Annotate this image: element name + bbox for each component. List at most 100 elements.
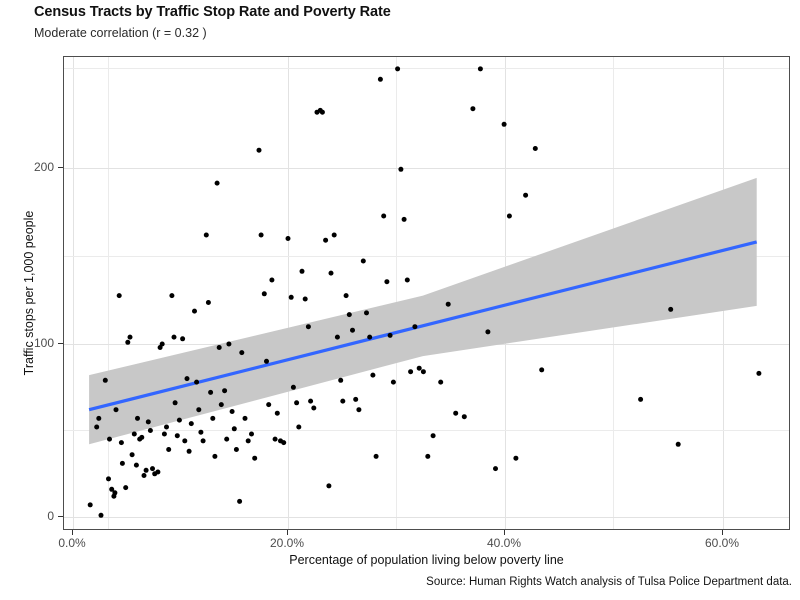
gridline-horizontal-minor bbox=[64, 256, 789, 257]
scatter-point bbox=[176, 417, 182, 423]
scatter-point bbox=[139, 434, 145, 440]
scatter-point bbox=[258, 232, 264, 238]
y-tick-mark bbox=[58, 167, 63, 168]
scatter-point bbox=[285, 236, 291, 241]
scatter-point bbox=[113, 407, 119, 413]
scatter-point bbox=[145, 419, 151, 425]
scatter-point bbox=[412, 324, 418, 330]
scatter-point bbox=[290, 384, 296, 390]
scatter-point bbox=[390, 379, 396, 385]
x-tick-label: 20.0% bbox=[269, 536, 305, 550]
scatter-point bbox=[420, 369, 426, 375]
scatter-point bbox=[218, 402, 224, 408]
scatter-point bbox=[161, 431, 167, 437]
scatter-point bbox=[164, 424, 169, 430]
scatter-point bbox=[208, 389, 214, 395]
scatter-point bbox=[461, 414, 467, 420]
scatter-point bbox=[360, 258, 366, 264]
scatter-point bbox=[159, 341, 165, 347]
scatter-point bbox=[340, 398, 346, 404]
scatter-point bbox=[675, 441, 681, 447]
scatter-point bbox=[118, 440, 124, 446]
scatter-point bbox=[224, 436, 230, 442]
scatter-point bbox=[638, 396, 644, 402]
scatter-point bbox=[350, 327, 355, 333]
scatter-point bbox=[125, 339, 131, 345]
y-axis-title: Traffic stops per 1,000 people bbox=[22, 210, 36, 376]
gridline-horizontal-major bbox=[64, 168, 789, 169]
scatter-point bbox=[155, 469, 161, 475]
scatter-point bbox=[186, 448, 192, 454]
scatter-point bbox=[166, 447, 172, 452]
scatter-point bbox=[237, 498, 243, 504]
scatter-point bbox=[501, 121, 507, 127]
scatter-point bbox=[216, 345, 222, 350]
scatter-point bbox=[523, 192, 529, 198]
scatter-points bbox=[87, 66, 762, 518]
scatter-point bbox=[107, 436, 112, 442]
chart-subtitle: Moderate correlation (r = 0.32 ) bbox=[34, 26, 207, 40]
scatter-point bbox=[102, 377, 108, 383]
scatter-point bbox=[131, 431, 137, 437]
scatter-point bbox=[370, 372, 376, 378]
scatter-point bbox=[249, 431, 254, 437]
confidence-band bbox=[89, 177, 757, 445]
scatter-point bbox=[308, 398, 314, 404]
scatter-point bbox=[346, 312, 352, 318]
x-tick-mark bbox=[722, 530, 723, 535]
chart-title: Census Tracts by Traffic Stop Rate and P… bbox=[34, 4, 391, 20]
scatter-point bbox=[119, 460, 125, 466]
x-tick-mark bbox=[504, 530, 505, 535]
y-tick-label: 100 bbox=[33, 336, 54, 350]
gridline-horizontal-minor bbox=[64, 68, 789, 69]
scatter-point bbox=[203, 232, 209, 238]
scatter-point bbox=[112, 490, 118, 496]
scatter-point bbox=[416, 365, 422, 371]
plot-data-layer bbox=[87, 66, 762, 518]
scatter-point bbox=[493, 466, 498, 472]
x-tick-label: 40.0% bbox=[486, 536, 522, 550]
scatter-point bbox=[269, 277, 275, 283]
scatter-point bbox=[242, 415, 248, 421]
scatter-point bbox=[408, 369, 414, 375]
scatter-point bbox=[214, 180, 220, 186]
scatter-point bbox=[252, 455, 258, 461]
scatter-point bbox=[326, 483, 332, 489]
scatter-point bbox=[328, 270, 334, 276]
scatter-point bbox=[470, 106, 476, 112]
scatter-point bbox=[109, 486, 115, 492]
scatter-point bbox=[231, 426, 237, 432]
scatter-point bbox=[338, 377, 344, 383]
scatter-point bbox=[212, 453, 218, 459]
scatter-point bbox=[445, 301, 451, 307]
scatter-point bbox=[229, 409, 235, 414]
scatter-point bbox=[264, 358, 269, 364]
scatter-point bbox=[123, 485, 129, 491]
scatter-point bbox=[194, 379, 200, 385]
scatter-point bbox=[305, 324, 311, 330]
x-axis-title: Percentage of population living below po… bbox=[289, 553, 564, 567]
scatter-point bbox=[150, 466, 155, 472]
scatter-point bbox=[373, 453, 379, 459]
scatter-point bbox=[171, 334, 177, 340]
scatter-point bbox=[233, 447, 239, 452]
scatter-point bbox=[425, 453, 431, 459]
scatter-point bbox=[319, 109, 325, 115]
scatter-point bbox=[756, 370, 762, 376]
chart-caption: Source: Human Rights Watch analysis of T… bbox=[426, 576, 792, 588]
scatter-point bbox=[174, 433, 180, 439]
plot-panel bbox=[63, 56, 790, 530]
scatter-point bbox=[180, 336, 186, 342]
scatter-point bbox=[256, 147, 262, 153]
scatter-point bbox=[387, 332, 393, 338]
scatter-point bbox=[222, 388, 228, 394]
y-tick-label: 0 bbox=[47, 509, 54, 523]
x-tick-mark bbox=[287, 530, 288, 535]
scatter-point bbox=[485, 329, 491, 335]
scatter-point bbox=[513, 455, 519, 461]
scatter-point bbox=[198, 429, 204, 435]
y-tick-mark bbox=[58, 516, 63, 517]
scatter-point bbox=[367, 334, 373, 340]
scatter-point bbox=[506, 213, 512, 219]
